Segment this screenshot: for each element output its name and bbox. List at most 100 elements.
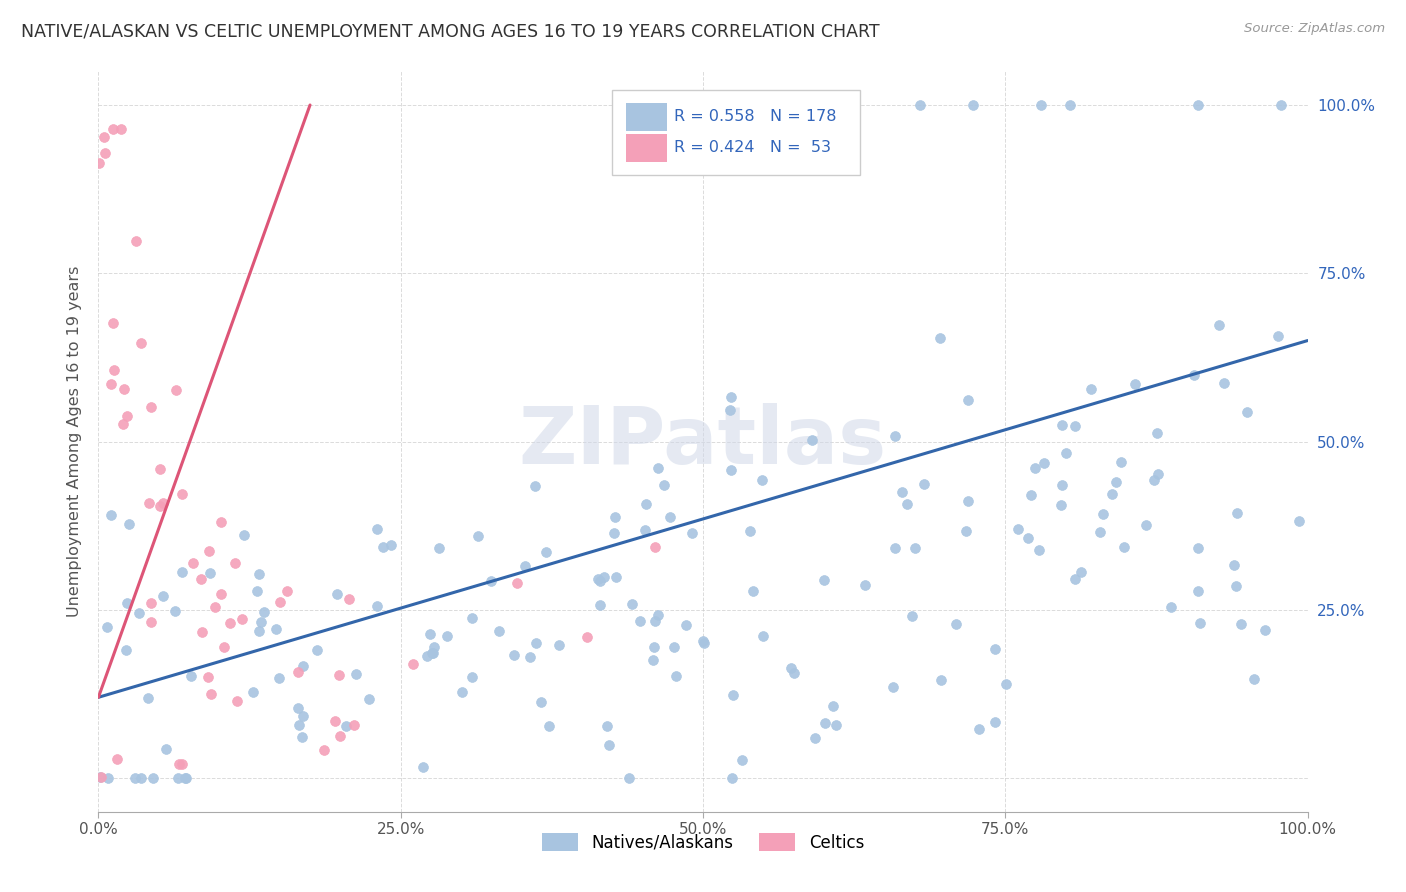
Point (419, 627, 441, 641)
Point (152, 589, 174, 603)
Point (141, 596, 163, 610)
Point (643, 640, 665, 654)
Point (100, 377, 122, 392)
Point (603, 510, 626, 524)
Point (1064, 572, 1087, 586)
Point (117, 517, 139, 532)
Point (731, 753, 754, 767)
Point (467, 528, 489, 542)
Point (1109, 454, 1132, 468)
Point (247, 567, 270, 582)
Point (742, 584, 765, 599)
FancyBboxPatch shape (626, 135, 666, 162)
Point (173, 771, 195, 785)
Point (1135, 517, 1157, 532)
Point (131, 771, 153, 785)
Point (1187, 583, 1209, 598)
Point (955, 524, 977, 538)
Point (112, 382, 135, 396)
Point (1019, 488, 1042, 502)
Point (359, 691, 381, 706)
Point (628, 614, 651, 628)
Point (855, 578, 877, 592)
Point (752, 629, 775, 643)
Point (506, 576, 529, 591)
Point (1187, 541, 1209, 555)
Point (110, 122, 132, 136)
Point (197, 670, 219, 684)
FancyBboxPatch shape (626, 103, 666, 131)
Point (100, 508, 122, 523)
Point (1017, 531, 1039, 545)
Text: ZIPatlas: ZIPatlas (519, 402, 887, 481)
Point (1064, 419, 1087, 434)
Point (595, 718, 617, 732)
Point (912, 477, 935, 491)
Point (214, 640, 236, 655)
Point (366, 522, 388, 536)
Point (422, 640, 444, 654)
Point (436, 629, 458, 643)
Point (488, 624, 510, 638)
Point (903, 541, 925, 555)
Point (416, 648, 439, 663)
Point (136, 691, 159, 706)
Text: R = 0.424   N =  53: R = 0.424 N = 53 (673, 140, 831, 155)
Point (90, 770, 112, 784)
Point (1070, 565, 1092, 579)
Point (884, 429, 907, 443)
Point (97, 771, 120, 785)
Point (1050, 477, 1073, 491)
Point (94, 146, 117, 161)
Point (291, 709, 314, 723)
Point (957, 393, 980, 408)
Point (983, 714, 1005, 729)
Point (461, 611, 484, 625)
Point (170, 756, 193, 771)
Point (813, 574, 835, 588)
Point (479, 574, 502, 589)
Point (337, 591, 360, 606)
Point (617, 771, 640, 785)
Point (172, 565, 194, 579)
Point (658, 509, 681, 524)
Point (335, 719, 357, 733)
Point (450, 685, 472, 699)
Point (967, 722, 990, 736)
Point (323, 714, 346, 729)
Point (575, 630, 598, 644)
Legend: Natives/Alaskans, Celtics: Natives/Alaskans, Celtics (541, 833, 865, 852)
Point (329, 729, 352, 743)
Point (644, 614, 666, 628)
Point (801, 434, 824, 448)
Point (605, 570, 627, 584)
Point (1225, 579, 1247, 593)
Point (253, 605, 276, 619)
Point (115, 642, 138, 657)
Point (343, 718, 366, 732)
Point (115, 409, 138, 423)
Point (149, 462, 172, 476)
Point (530, 695, 553, 709)
Point (1059, 98, 1081, 112)
Point (1236, 405, 1258, 419)
Text: Source: ZipAtlas.com: Source: ZipAtlas.com (1244, 22, 1385, 36)
Point (1223, 558, 1246, 573)
Point (536, 545, 558, 559)
Text: R = 0.558   N = 178: R = 0.558 N = 178 (673, 109, 837, 124)
Point (191, 624, 214, 639)
Point (204, 600, 226, 615)
Point (929, 673, 952, 687)
Point (519, 649, 541, 664)
Point (537, 719, 560, 733)
Point (751, 473, 773, 487)
Point (1028, 542, 1050, 557)
Point (225, 693, 247, 707)
Point (103, 363, 125, 377)
Point (782, 665, 804, 680)
Point (246, 584, 269, 599)
Point (1267, 328, 1289, 343)
Point (1146, 425, 1168, 440)
Point (138, 496, 160, 510)
Point (200, 687, 222, 701)
